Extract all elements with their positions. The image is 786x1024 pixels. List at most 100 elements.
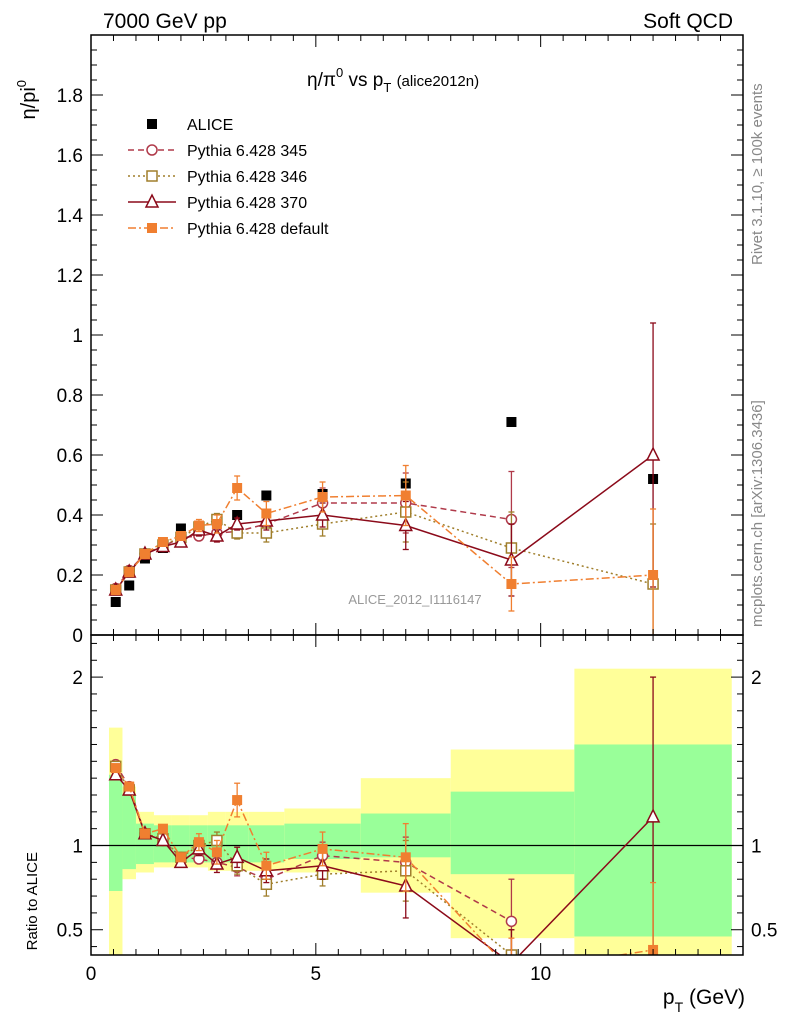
y-tick-label: 1.8 — [57, 86, 83, 107]
x-tick-label: 0 — [86, 964, 97, 985]
data-point — [211, 519, 222, 529]
data-point — [261, 490, 272, 501]
ratio-x-axis-title-text: p — [663, 986, 675, 1009]
y-tick-label: 0.5 — [57, 921, 83, 942]
main-plot: 0 0.2 0.4 0.6 0.8 1 1.2 1.4 1.6 1.8 — [57, 34, 744, 647]
data-point — [229, 848, 245, 864]
main-title-tail: vs p — [343, 70, 383, 91]
data-point — [645, 446, 661, 461]
legend-label: Pythia 6.428 346 — [187, 169, 307, 186]
data-point — [108, 766, 123, 781]
data-point — [648, 570, 659, 580]
data-point — [110, 763, 121, 774]
y-tick-label: 1.6 — [57, 146, 83, 167]
data-point — [232, 483, 243, 493]
data-point — [232, 795, 243, 806]
data-point — [400, 852, 411, 863]
data-point — [139, 828, 150, 839]
y-tick-label-right: 2 — [751, 668, 762, 689]
stat-uncertainty-band — [450, 791, 575, 875]
main-title-superscript: 0 — [336, 65, 343, 80]
y-tick-label: 0 — [72, 626, 83, 647]
y-tick-label-right: 1 — [751, 837, 762, 858]
series-pythia-6-428-default — [110, 464, 659, 635]
ratio-y-axis-title: Ratio to ALICE — [24, 852, 41, 950]
data-point — [139, 549, 150, 559]
data-point — [261, 860, 272, 871]
y-tick-label: 0.4 — [57, 506, 84, 527]
data-point — [124, 580, 135, 591]
series-pythia-6-428-370 — [108, 322, 661, 597]
y-tick-label: 1 — [72, 326, 83, 347]
data-point — [155, 831, 171, 847]
series-pythia-6-428-346 — [109, 481, 659, 635]
main-title-text: η/π — [307, 70, 336, 91]
data-point — [193, 520, 204, 531]
legend-entry: Pythia 6.428 346 — [128, 169, 307, 186]
x-tick-label: 10 — [530, 964, 551, 985]
header-left: 7000 GeV pp — [103, 10, 227, 33]
legend-marker — [146, 144, 158, 156]
data-point — [124, 567, 135, 577]
data-point — [317, 843, 328, 854]
legend-entry: Pythia 6.428 370 — [128, 193, 307, 212]
data-point — [211, 847, 222, 858]
legend-label: Pythia 6.428 default — [187, 221, 329, 238]
data-point — [175, 523, 186, 534]
data-point — [506, 417, 517, 427]
main-title: η/π0 vs pT (alice2012n) — [307, 65, 479, 95]
watermark: ALICE_2012_I1116147 — [348, 592, 481, 607]
legend-entry: ALICE — [147, 117, 233, 134]
stat-uncertainty-band — [122, 795, 136, 870]
mcplots-text: mcplots.cern.ch [arXiv:1306.3436] — [749, 400, 766, 627]
series-line — [115, 764, 512, 922]
y-tick-label: 0.6 — [57, 446, 83, 467]
data-point — [261, 508, 272, 519]
legend: ALICE Pythia 6.428 345 Pythia 6.428 346 Pyt… — [128, 117, 329, 238]
series-pythia-6-428-345 — [109, 470, 518, 595]
ratio-uncertainty-bands — [108, 668, 732, 955]
data-point — [175, 531, 186, 541]
data-point — [193, 837, 204, 848]
header-right: Soft QCD — [643, 10, 733, 33]
y-tick-label: 2 — [72, 668, 83, 689]
data-point — [506, 967, 516, 977]
y-tick-label: 1 — [72, 837, 83, 858]
y-tick-label-right: 0.5 — [751, 921, 777, 942]
legend-marker — [147, 223, 157, 233]
data-point — [645, 808, 661, 823]
legend-label: Pythia 6.428 345 — [187, 143, 307, 160]
data-point — [124, 781, 135, 792]
data-point — [110, 597, 121, 607]
stat-uncertainty-band — [225, 825, 249, 863]
legend-entry: Pythia 6.428 345 — [128, 143, 307, 160]
y-tick-label: 0.8 — [57, 386, 83, 407]
legend-label: Pythia 6.428 370 — [187, 195, 307, 212]
main-y-axis-title: η/pi0 — [14, 80, 40, 119]
ratio-x-axis-title-subscript: T — [675, 999, 684, 1015]
data-point — [511, 954, 512, 955]
ratio-plot: 0 5 10 0.5 0.5 1 1 2 2 — [57, 634, 777, 985]
main-title-small: (alice2012n) — [397, 73, 480, 90]
y-tick-label: 1.4 — [57, 206, 84, 227]
main-y-axis-title-text: η/pi — [18, 87, 40, 119]
stat-uncertainty-band — [108, 774, 123, 891]
data-point — [229, 515, 245, 530]
data-point — [175, 852, 186, 863]
legend-marker — [144, 193, 160, 208]
x-tick-label: 5 — [311, 964, 322, 985]
legend-label: ALICE — [187, 117, 233, 134]
legend-entry: Pythia 6.428 default — [128, 221, 329, 238]
main-title-subscript: T — [383, 80, 391, 95]
ratio-x-axis-title-unit: (GeV) — [683, 986, 745, 1009]
y-tick-label: 1.2 — [57, 266, 83, 287]
data-point — [110, 585, 121, 595]
data-point — [400, 490, 411, 501]
ratio-x-axis-title: pT (GeV) — [663, 986, 745, 1015]
data-point — [315, 506, 330, 521]
legend-marker — [147, 119, 157, 129]
data-point — [157, 537, 168, 547]
data-point — [505, 915, 518, 928]
main-y-axis-title-superscript: 0 — [14, 80, 29, 87]
